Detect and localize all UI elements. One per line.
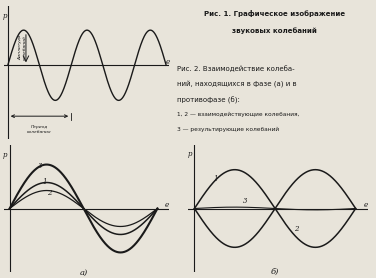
Text: Период
колебания: Период колебания <box>27 125 52 133</box>
Text: б): б) <box>271 268 279 276</box>
Text: 1: 1 <box>42 178 47 186</box>
Text: е: е <box>164 201 168 209</box>
Text: 2: 2 <box>47 189 52 197</box>
Text: Рис. 1. Графическое изображение: Рис. 1. Графическое изображение <box>204 9 345 17</box>
Text: Рис. 2. Взаимодействие колеба-: Рис. 2. Взаимодействие колеба- <box>177 66 295 73</box>
Text: 1, 2 — взаимодействующие колебания,: 1, 2 — взаимодействующие колебания, <box>177 112 299 117</box>
Text: 1: 1 <box>214 175 218 183</box>
Text: ний, находящихся в фазе (а) и в: ний, находящихся в фазе (а) и в <box>177 81 297 88</box>
Text: р: р <box>3 12 8 20</box>
Text: р: р <box>3 151 8 158</box>
Text: звуковых колебаний: звуковых колебаний <box>232 27 317 34</box>
Text: Амплитуда
колебаний: Амплитуда колебаний <box>19 35 27 60</box>
Text: е: е <box>363 201 367 209</box>
Text: 3: 3 <box>38 162 42 170</box>
Text: е: е <box>166 58 170 66</box>
Text: р: р <box>188 150 192 158</box>
Text: 3 — результирующие колебаний: 3 — результирующие колебаний <box>177 127 279 132</box>
Text: 2: 2 <box>294 225 299 233</box>
Text: противофазе (б):: противофазе (б): <box>177 96 240 104</box>
Text: а): а) <box>79 269 88 276</box>
Text: 3: 3 <box>243 197 247 205</box>
